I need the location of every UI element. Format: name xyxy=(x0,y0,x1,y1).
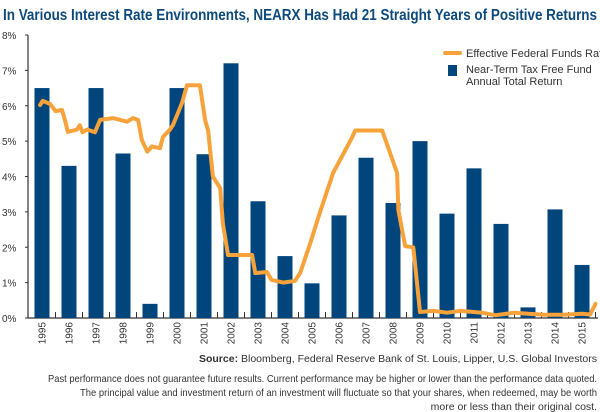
x-tick-label: 2001 xyxy=(200,322,211,345)
y-tick-label: 7% xyxy=(2,66,17,77)
bar-2015 xyxy=(574,264,590,318)
x-tick-label: 2008 xyxy=(389,322,400,345)
bar-2008 xyxy=(385,203,401,318)
legend-bar-swatch xyxy=(448,65,457,76)
y-tick-label: 8% xyxy=(2,31,17,42)
x-tick-label: 2007 xyxy=(362,322,373,345)
x-tick-label: 1996 xyxy=(65,322,76,345)
x-tick-label: 2011 xyxy=(470,322,481,344)
bar-2011 xyxy=(466,168,482,318)
legend-label-line: Effective Federal Funds Rate xyxy=(466,48,600,60)
y-tick-label: 1% xyxy=(2,279,17,290)
x-tick-label: 2012 xyxy=(497,322,508,345)
x-tick-label: 2014 xyxy=(551,322,562,345)
bar-2002 xyxy=(223,63,239,318)
chart-title: In Various Interest Rate Environments, N… xyxy=(3,7,597,24)
bar-1997 xyxy=(88,88,104,318)
bar-2014 xyxy=(547,209,563,318)
bar-2005 xyxy=(304,283,320,318)
bar-2001 xyxy=(196,154,212,318)
x-tick-label: 2000 xyxy=(173,322,184,345)
legend: Effective Federal Funds Rate Near-Term T… xyxy=(443,48,600,88)
x-tick-label: 2006 xyxy=(335,322,346,345)
bar-2010 xyxy=(439,213,455,318)
x-tick-labels: 1995 1996 1997 1998 1999 2000 2001 2002 2003 2004… xyxy=(38,322,589,345)
bar-2007 xyxy=(358,157,374,318)
bar-1995 xyxy=(34,88,50,318)
bar-2003 xyxy=(250,201,266,318)
source-label: Source: xyxy=(199,353,238,365)
bar-2004 xyxy=(277,256,293,318)
legend-label-bar-1: Near-Term Tax Free Fund xyxy=(466,64,592,76)
bar-series xyxy=(34,63,590,318)
x-tick-label: 2009 xyxy=(416,322,427,345)
fed-funds-line xyxy=(38,83,598,318)
x-tick-label: 2010 xyxy=(443,322,454,345)
bar-1999 xyxy=(142,303,158,318)
bar-2009 xyxy=(412,141,428,318)
y-tick-label: 6% xyxy=(2,102,17,113)
source-text: Bloomberg, Federal Reserve Bank of St. L… xyxy=(241,353,597,365)
x-tick-label: 1999 xyxy=(146,322,157,345)
x-tick-label: 2013 xyxy=(524,322,535,345)
source-note: Source: Bloomberg, Federal Reserve Bank … xyxy=(199,353,597,365)
y-tick-label: 5% xyxy=(2,137,17,148)
bar-2012 xyxy=(493,223,509,318)
x-tick-label: 2002 xyxy=(227,322,238,345)
x-tick-label: 1997 xyxy=(92,322,103,345)
bar-1998 xyxy=(115,153,131,318)
bar-2000 xyxy=(169,88,185,318)
bar-1996 xyxy=(61,165,77,318)
x-tick-label: 1995 xyxy=(38,322,49,345)
bar-2006 xyxy=(331,215,347,318)
x-tick-label: 1998 xyxy=(119,322,130,345)
y-tick-label: 0% xyxy=(2,314,17,325)
x-tick-label: 2003 xyxy=(254,322,265,345)
y-tick-label: 2% xyxy=(2,243,17,254)
y-tick-label: 4% xyxy=(2,173,17,184)
x-tick-label: 2015 xyxy=(578,322,589,345)
y-tick-label: 3% xyxy=(2,208,17,219)
x-tick-label: 2004 xyxy=(281,322,292,345)
disclaimer-line-3: more or less than their original cost. xyxy=(431,401,597,412)
x-tick-label: 2005 xyxy=(308,322,319,345)
disclaimer-line-1: Past performance does not guarantee futu… xyxy=(48,373,597,385)
disclaimer-line-2: The principal value and investment retur… xyxy=(80,387,597,399)
legend-label-bar-2: Annual Total Return xyxy=(466,76,562,88)
